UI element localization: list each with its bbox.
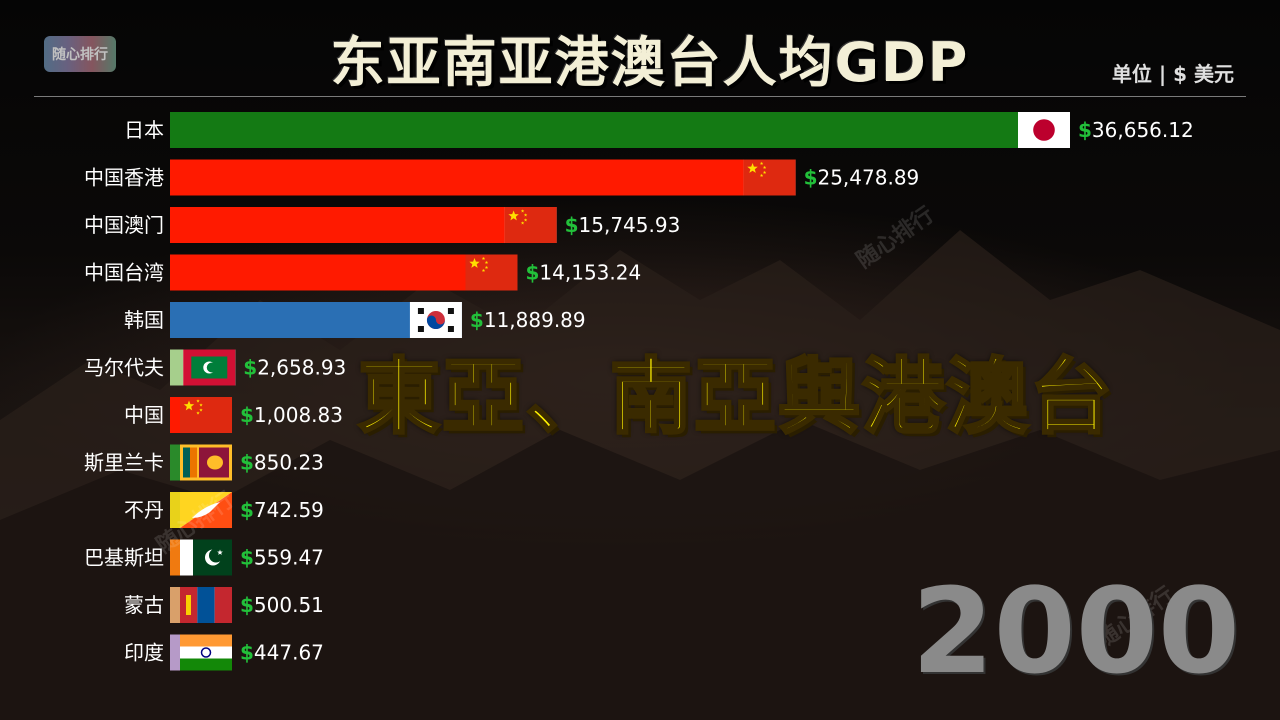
bar-value-label: $500.51 [240,593,324,617]
korea-flag-icon [409,302,462,338]
bar-category-label: 中国澳门 [84,213,164,237]
bar-row: 马尔代夫 $2,658.93 [84,349,346,386]
bar-row: 日本 $36,656.12 [124,112,1194,148]
bar-row: 蒙古 $500.51 [124,587,324,623]
bar-row: 印度 $447.67 [124,634,324,671]
bar-value-label: $742.59 [240,498,324,522]
bar-row: 中国香港 $25,478.89 [84,159,920,196]
bar-category-label: 印度 [124,641,164,665]
china-flag-icon [180,397,232,433]
logo-text: 随心排行 [52,47,108,63]
bar-category-label: 中国台湾 [84,261,164,285]
sri-lanka-flag-icon [180,444,232,481]
year-indicator: 2000 [911,562,1240,700]
japan-flag-icon [1018,112,1070,148]
bar-category-label: 日本 [124,118,164,142]
overlay-caption: 東亞、南亞與港澳台 [356,349,1115,447]
maldives-flag-icon [183,349,236,386]
bar-value-label: $1,008.83 [240,403,343,427]
chart-title: 东亚南亚港澳台人均GDP [330,31,970,94]
channel-logo: 随心排行 [44,36,116,72]
bar-value-label: $2,658.93 [243,356,346,380]
bar-category-label: 斯里兰卡 [84,451,164,475]
bar-row: 韩国 $11,889.89 [124,302,586,338]
bar [170,112,1070,148]
bar-category-label: 巴基斯坦 [84,546,164,570]
bar [170,254,518,291]
bar-value-label: $36,656.12 [1078,118,1194,142]
china-flag-icon [743,159,796,196]
bar-row: 斯里兰卡 $850.23 [84,444,324,481]
bar-category-label: 不丹 [124,498,164,522]
bar-row: 不丹 $742.59 [124,492,324,528]
pakistan-flag-icon [180,539,232,576]
bar-row: 中国台湾 $14,153.24 [84,254,641,291]
bar [170,207,557,243]
china-flag-icon [504,207,557,243]
bar-value-label: $559.47 [240,546,324,570]
title-divider [34,96,1246,97]
bar-value-label: $850.23 [240,451,324,475]
bar-value-label: $447.67 [240,641,324,665]
bar-category-label: 中国香港 [84,166,164,190]
bhutan-flag-icon [180,492,232,528]
bar-value-label: $15,745.93 [565,213,681,237]
bar-value-label: $25,478.89 [804,166,920,190]
bar-category-label: 蒙古 [124,593,164,617]
bar-category-label: 中国 [124,403,164,427]
bar-row: 中国澳门 $15,745.93 [84,207,680,243]
bar-row: 巴基斯坦 $559.47 [84,539,324,576]
bar-category-label: 韩国 [124,308,164,332]
china-flag-icon [465,254,518,291]
bar-value-label: $11,889.89 [470,308,586,332]
bar [170,159,796,196]
india-flag-icon [180,634,232,671]
mongolia-flag-icon [180,587,232,623]
bar-row: 中国 $1,008.83 [124,397,343,433]
bar-category-label: 马尔代夫 [84,356,164,380]
unit-label: 单位 | $ 美元 [1111,62,1234,86]
bar-value-label: $14,153.24 [525,261,641,285]
